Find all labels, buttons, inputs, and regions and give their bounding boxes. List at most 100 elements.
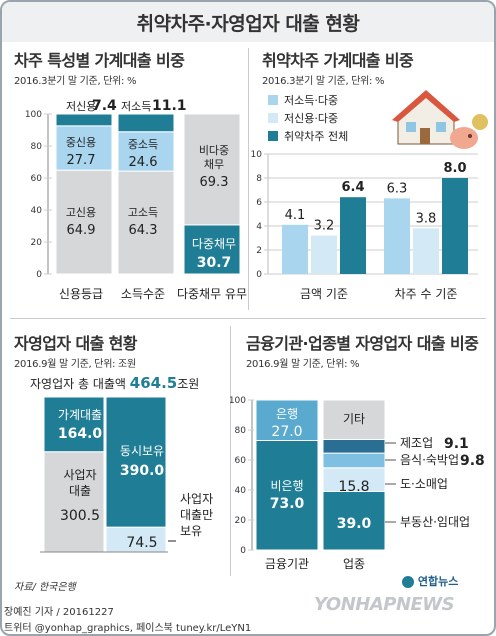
p1-y-axis-tick-label: 60 [31, 174, 43, 184]
p1-y-axis-tick-label: 20 [31, 238, 43, 248]
p4-side-0-val: 9.1 [444, 436, 469, 452]
title-bar [2, 2, 494, 42]
p1-b3-top-name2: 채무 [204, 158, 224, 171]
p3-bar-segment [105, 526, 167, 553]
legend-label-vulnerable: 취약차주 전체 [284, 129, 348, 143]
panel3-total-value: 464.5 [129, 374, 178, 392]
watermark: YONHAPNEWS [314, 594, 455, 615]
p4-y-axis-tick-label: 20 [235, 516, 247, 526]
p2-y-axis-tick-label: 8 [256, 174, 262, 184]
p1-xcat-0: 신용등급 [59, 287, 103, 301]
legend-label-low-income: 저소득·다중 [284, 94, 338, 107]
p2-bar [442, 178, 468, 274]
p2-y-axis-tick-label: 4 [256, 222, 262, 232]
panel3-total-label: 자영업자 총 대출액 [30, 377, 126, 391]
p1-b3-bot-name: 다중채무 [192, 237, 236, 251]
panel1-y-axis: 0 20 40 60 80 100 [25, 110, 52, 280]
main-title: 취약차주·자영업자 대출 현황 [136, 13, 360, 35]
legend-swatch-low-credit [268, 113, 278, 123]
legend-swatch-vulnerable [268, 131, 278, 141]
panel2-title: 취약차주 가계대출 비중 [262, 51, 414, 70]
p4-realestate-val: 39.0 [337, 516, 372, 532]
reporter-line: 장예진 기자 / 20161227 [4, 607, 114, 618]
panel4-chart: 0 20 40 60 80 100 은행 27.0 비은행 73.0 기타 15.8 39… [230, 396, 485, 571]
panel3-subtitle: 2016.9월 말 기준, 단위: 조원 [14, 359, 136, 370]
p3-note-line-0: 사업자 [180, 492, 213, 506]
p2-xcat-1: 차주 수 기준 [395, 287, 458, 301]
p4-other-name: 기타 [343, 412, 365, 426]
p1-b3-top-name1: 비다중 [199, 144, 229, 157]
p4-xcat-1: 업종 [343, 557, 365, 571]
vertical-divider-top [248, 48, 249, 310]
panel2-subtitle: 2016.3분기 말 기준, 단위: % [262, 76, 385, 87]
panel3-title: 자영업자 대출 현황 [14, 334, 138, 353]
p1-y-axis-tick-label: 40 [31, 206, 43, 216]
panel2-chart: 저소득·다중 저신용·다중 취약차주 전체 0 2 4 6 8 10 4.1 3.2 6.4 6… [251, 90, 488, 301]
p1-xcat-1: 소득수준 [121, 287, 165, 301]
p4-bar-segment [322, 438, 386, 454]
legend-swatch-low-income [268, 95, 278, 105]
p4-y-axis-tick-label: 0 [240, 546, 246, 556]
p1-b1-top-val: 7.4 [92, 98, 117, 114]
p4-retail-val: 15.8 [338, 479, 369, 495]
p2-y-axis-tick-label: 6 [256, 198, 262, 208]
p4-nonbank-name: 비은행 [270, 478, 303, 493]
panel1-chart: 0 20 40 60 80 100 저신용 7.4 저소득 11.1 중신용 27.7 고… [25, 98, 247, 301]
p2-data-label: 3.2 [314, 219, 335, 234]
p2-bar [282, 224, 308, 274]
p3-left-bot-name1: 사업자 [63, 468, 96, 482]
p2-data-label: 6.4 [341, 180, 364, 195]
p2-bar [384, 198, 410, 274]
panel4-subtitle: 2016.9월 말 기준, 단위: % [246, 359, 360, 370]
panel3-total: 자영업자 총 대출액 464.5조원 [30, 374, 199, 392]
vertical-divider-bottom [230, 326, 231, 576]
p4-bar-segment [322, 399, 386, 440]
p2-y-axis-tick-label: 10 [251, 150, 263, 160]
p3-note-line-2: 보유 [180, 524, 202, 538]
p1-b1-top-name: 저신용 [66, 100, 96, 113]
yonhap-logo-text: 연합뉴스 [417, 575, 459, 588]
p1-bar-segment [183, 224, 241, 275]
p1-bar-segment [117, 113, 175, 133]
p1-b2-top-val: 11.1 [152, 98, 187, 114]
p1-b1-mid-val: 27.7 [67, 153, 96, 168]
p3-right-top-name: 동시보유 [120, 444, 164, 458]
p2-y-axis-tick-label: 0 [256, 270, 262, 280]
p1-bar-segment [55, 113, 113, 127]
p4-bar-segment [322, 491, 386, 551]
p4-xcat-0: 금융기관 [265, 557, 309, 571]
p1-bar-segment [183, 113, 241, 226]
p4-nonbank-val: 73.0 [270, 496, 305, 512]
p4-side-1-val: 9.8 [460, 453, 485, 469]
p3-bar-segment [43, 396, 105, 453]
yonhap-logo: 연합뉴스 [402, 573, 458, 589]
p1-b2-top-name: 저소득 [121, 100, 151, 113]
p1-b1-mid-name: 중신용 [66, 136, 96, 149]
p4-y-axis-tick-label: 60 [235, 456, 247, 466]
p1-y-axis-tick-label: 100 [25, 110, 42, 120]
panel3-chart: 가계대출 164.0 사업자 대출 300.5 동시보유 390.0 74.5 … [40, 396, 213, 553]
p4-side-3-name: 부동산·임대업 [400, 515, 470, 529]
p1-b2-bot-val: 64.3 [129, 223, 158, 238]
legend-label-low-credit: 저신용·다중 [284, 112, 338, 125]
p4-bank-val: 27.0 [271, 424, 302, 440]
p3-bar-segment [105, 396, 167, 528]
p1-xcat-2: 다중채무 유무 [177, 287, 247, 301]
p4-bar-segment [322, 452, 386, 469]
panel1-title: 차주 특성별 가계대출 비중 [14, 51, 185, 70]
p2-data-label: 6.3 [387, 181, 408, 196]
source-note: 자료/ 한국은행 [14, 582, 76, 593]
p1-b1-bot-val: 64.9 [67, 223, 96, 238]
p3-left-bot-name2: 대출 [69, 484, 91, 498]
p2-y-axis-tick-label: 2 [256, 246, 262, 256]
panel3-total-unit: 조원 [177, 377, 200, 391]
p4-y-axis-tick-label: 80 [235, 426, 247, 436]
p4-side-0-name: 제조업 [400, 436, 433, 450]
house-piggy-illustration [392, 90, 488, 149]
p1-b2-mid-val: 24.6 [129, 155, 158, 170]
p2-xcat-0: 금액 기준 [300, 287, 348, 301]
p4-side-2-name: 도·소매업 [400, 477, 448, 491]
social-line: 트위터 @yonhap_graphics, 페이스북 tuney.kr/LeYN… [4, 623, 252, 634]
p4-bar-segment [255, 399, 319, 441]
